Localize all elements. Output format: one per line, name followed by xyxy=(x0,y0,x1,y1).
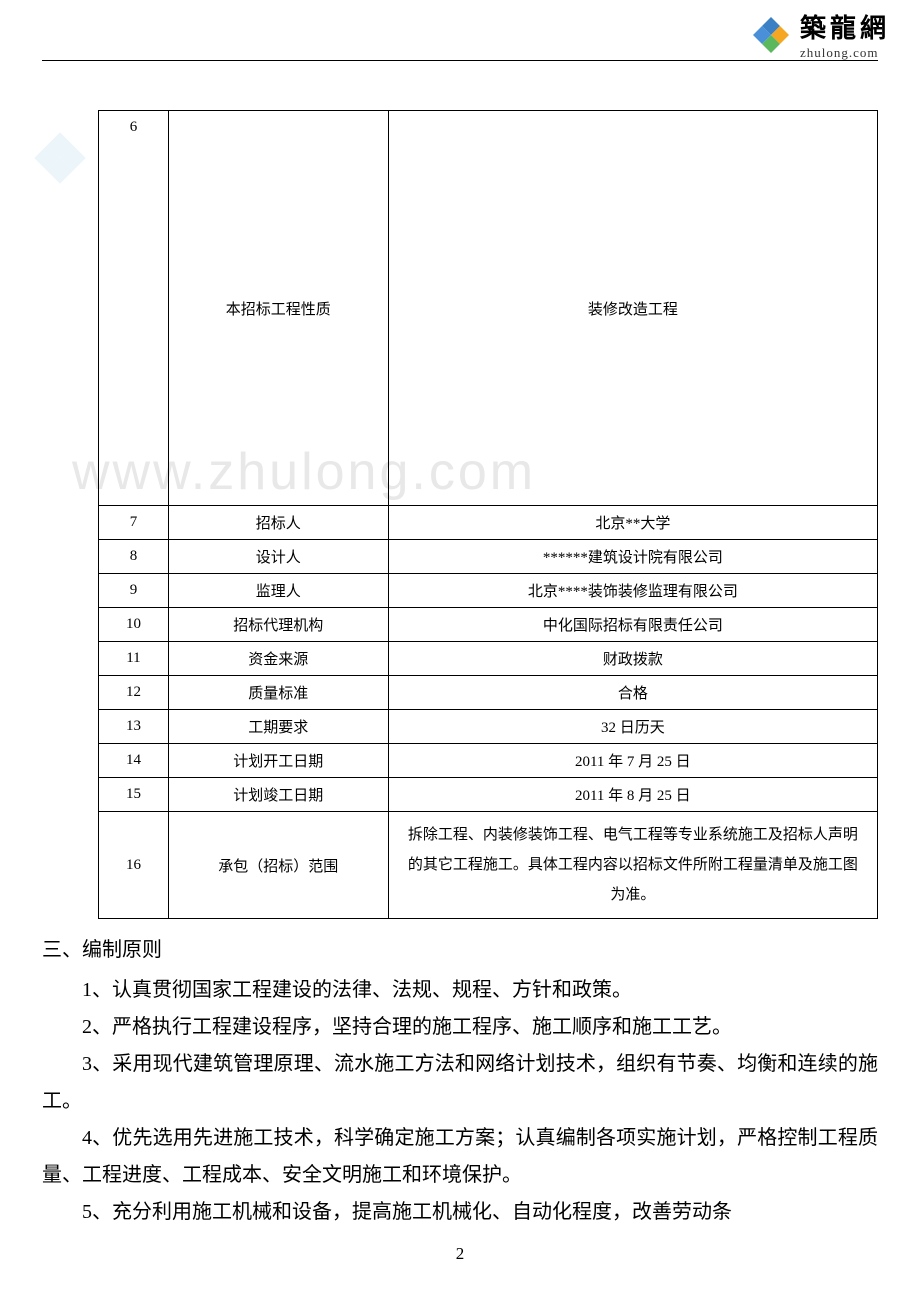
row-value: 32 日历天 xyxy=(388,710,877,744)
page-number: 2 xyxy=(0,1244,920,1264)
row-number: 10 xyxy=(99,608,169,642)
logo-cn-text: 築龍網 xyxy=(800,8,890,45)
row-number: 16 xyxy=(99,812,169,919)
principle-item: 1、认真贯彻国家工程建设的法律、法规、规程、方针和政策。 xyxy=(42,972,878,1009)
row-value: 中化国际招标有限责任公司 xyxy=(388,608,877,642)
row-label: 工期要求 xyxy=(168,710,388,744)
table-row: 13工期要求32 日历天 xyxy=(99,710,878,744)
row-number: 8 xyxy=(99,540,169,574)
row-number: 15 xyxy=(99,778,169,812)
row-label: 承包（招标）范围 xyxy=(168,812,388,919)
logo-en-text: zhulong.com xyxy=(800,45,879,61)
table-row: 9监理人北京****装饰装修监理有限公司 xyxy=(99,574,878,608)
row-number: 14 xyxy=(99,744,169,778)
page-content: 6本招标工程性质装修改造工程7招标人北京**大学8设计人******建筑设计院有… xyxy=(42,110,878,1231)
table-row: 11资金来源财政拨款 xyxy=(99,642,878,676)
row-number: 9 xyxy=(99,574,169,608)
table-row: 14计划开工日期2011 年 7 月 25 日 xyxy=(99,744,878,778)
row-label: 招标人 xyxy=(168,506,388,540)
row-value: 拆除工程、内装修装饰工程、电气工程等专业系统施工及招标人声明的其它工程施工。具体… xyxy=(388,812,877,919)
row-number: 7 xyxy=(99,506,169,540)
table-row: 7招标人北京**大学 xyxy=(99,506,878,540)
row-value: 2011 年 7 月 25 日 xyxy=(388,744,877,778)
principle-item: 3、采用现代建筑管理原理、流水施工方法和网络计划技术，组织有节奏、均衡和连续的施… xyxy=(42,1046,878,1120)
row-number: 6 xyxy=(99,111,169,506)
site-header: 築龍網 zhulong.com xyxy=(750,8,890,61)
row-label: 质量标准 xyxy=(168,676,388,710)
principle-item: 2、严格执行工程建设程序，坚持合理的施工程序、施工顺序和施工工艺。 xyxy=(42,1009,878,1046)
table-row: 16承包（招标）范围拆除工程、内装修装饰工程、电气工程等专业系统施工及招标人声明… xyxy=(99,812,878,919)
row-label: 计划开工日期 xyxy=(168,744,388,778)
table-row: 10招标代理机构中化国际招标有限责任公司 xyxy=(99,608,878,642)
table-row: 15计划竣工日期2011 年 8 月 25 日 xyxy=(99,778,878,812)
row-value: 北京****装饰装修监理有限公司 xyxy=(388,574,877,608)
row-number: 13 xyxy=(99,710,169,744)
row-number: 12 xyxy=(99,676,169,710)
row-value: 装修改造工程 xyxy=(388,111,877,506)
principle-item: 4、优先选用先进施工技术，科学确定施工方案；认真编制各项实施计划，严格控制工程质… xyxy=(42,1120,878,1194)
logo-icon xyxy=(750,14,792,56)
table-row: 6本招标工程性质装修改造工程 xyxy=(99,111,878,506)
row-label: 本招标工程性质 xyxy=(168,111,388,506)
row-label: 监理人 xyxy=(168,574,388,608)
row-number: 11 xyxy=(99,642,169,676)
row-label: 资金来源 xyxy=(168,642,388,676)
row-value: 北京**大学 xyxy=(388,506,877,540)
row-label: 招标代理机构 xyxy=(168,608,388,642)
table-row: 8设计人******建筑设计院有限公司 xyxy=(99,540,878,574)
logo-text: 築龍網 zhulong.com xyxy=(800,8,890,61)
row-label: 设计人 xyxy=(168,540,388,574)
project-info-table: 6本招标工程性质装修改造工程7招标人北京**大学8设计人******建筑设计院有… xyxy=(98,110,878,919)
principle-item: 5、充分利用施工机械和设备，提高施工机械化、自动化程度，改善劳动条 xyxy=(42,1194,878,1231)
table-row: 12质量标准合格 xyxy=(99,676,878,710)
row-value: 合格 xyxy=(388,676,877,710)
row-value: 2011 年 8 月 25 日 xyxy=(388,778,877,812)
row-label: 计划竣工日期 xyxy=(168,778,388,812)
row-value: ******建筑设计院有限公司 xyxy=(388,540,877,574)
section-title: 三、编制原则 xyxy=(42,933,878,962)
row-value: 财政拨款 xyxy=(388,642,877,676)
header-divider xyxy=(42,60,878,61)
